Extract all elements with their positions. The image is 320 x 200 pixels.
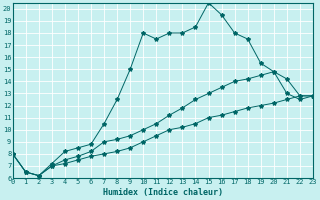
X-axis label: Humidex (Indice chaleur): Humidex (Indice chaleur) [103,188,223,197]
